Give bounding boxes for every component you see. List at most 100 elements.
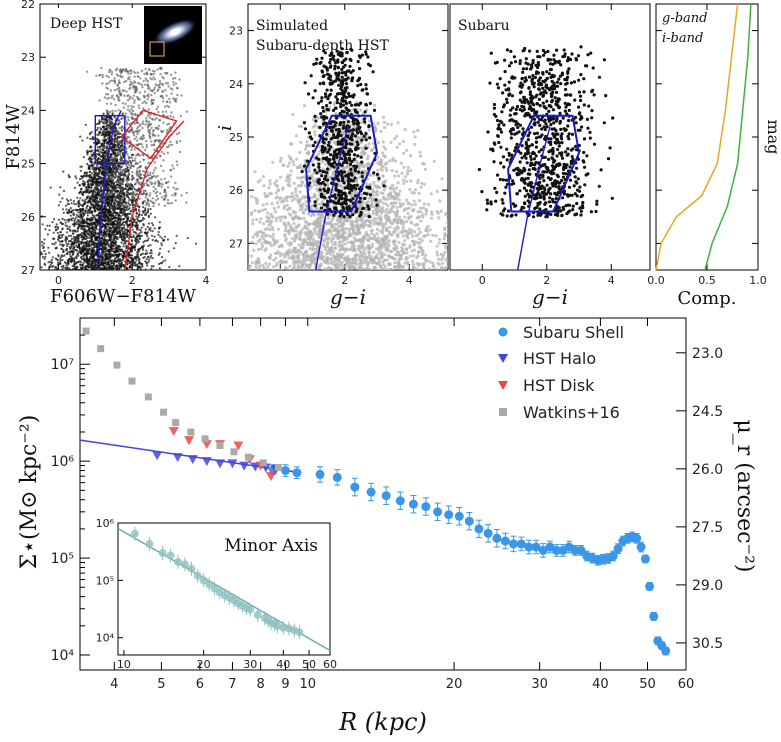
- rgb-star: [81, 278, 83, 280]
- rgb-star: [67, 199, 70, 203]
- rgb-star: [62, 274, 64, 276]
- rgb-star: [149, 243, 152, 247]
- rgb-star: [113, 228, 116, 232]
- rgb-star: [140, 234, 143, 237]
- rgb-star: [95, 214, 98, 217]
- rgb-star: [81, 222, 84, 225]
- y-tick-label: 22: [21, 0, 35, 11]
- rgb-star: [116, 275, 118, 277]
- rgb-star: [129, 249, 132, 252]
- rgb-star: [97, 269, 101, 270]
- rgb-star: [67, 277, 69, 279]
- rgb-star: [136, 256, 139, 259]
- rgb-star: [69, 207, 72, 210]
- rgb-star: [122, 257, 125, 260]
- rgb-star: [69, 272, 71, 274]
- red-clump-star: [158, 79, 162, 83]
- rgb-star: [51, 278, 53, 280]
- rgb-star: [126, 276, 128, 278]
- rgb-star: [90, 272, 92, 274]
- red-clump-star: [150, 117, 154, 121]
- rgb-star: [62, 170, 65, 173]
- rgb-star: [131, 159, 134, 162]
- red-clump-star: [113, 138, 116, 142]
- rgb-star: [175, 234, 178, 237]
- rgb-star: [142, 279, 144, 281]
- rgb-star: [145, 249, 148, 252]
- rgb-star: [84, 123, 87, 126]
- red-clump-star: [145, 146, 148, 149]
- rgb-star: [78, 184, 81, 187]
- rgb-star: [61, 197, 64, 200]
- rgb-star: [86, 151, 89, 154]
- rgb-star: [109, 251, 112, 254]
- rgb-star: [79, 203, 82, 206]
- rgb-star: [113, 223, 116, 226]
- rgb-star: [79, 135, 82, 138]
- rgb-star: [151, 238, 154, 242]
- rgb-star: [85, 206, 88, 210]
- red-clump-star: [136, 169, 139, 172]
- rgb-star: [72, 276, 74, 278]
- rgb-star: [124, 275, 126, 277]
- rgb-star: [50, 258, 53, 261]
- red-clump-star: [143, 199, 146, 203]
- rgb-star: [105, 254, 108, 257]
- red-clump-star: [114, 110, 117, 113]
- rgb-star: [178, 265, 181, 268]
- rgb-star: [151, 278, 153, 280]
- rgb-star: [115, 279, 117, 281]
- rgb-star: [136, 279, 138, 281]
- rgb-star: [97, 212, 100, 215]
- red-clump-star: [158, 86, 161, 89]
- red-clump-star: [144, 148, 147, 152]
- rgb-star: [123, 228, 127, 231]
- red-clump-star: [123, 94, 126, 97]
- rgb-star: [97, 141, 100, 144]
- rgb-star: [96, 133, 99, 136]
- rgb-star: [84, 273, 86, 275]
- rgb-star: [116, 143, 119, 146]
- rgb-star: [115, 264, 118, 267]
- rgb-star: [98, 171, 101, 174]
- rgb-star: [36, 279, 38, 281]
- rgb-star: [110, 261, 113, 264]
- rgb-star: [105, 125, 108, 128]
- rgb-star: [78, 243, 81, 246]
- rgb-star: [71, 249, 74, 252]
- red-clump-star: [156, 68, 159, 71]
- red-clump-star: [118, 196, 121, 199]
- rgb-star: [96, 157, 99, 160]
- rgb-star: [123, 195, 126, 198]
- rgb-star: [104, 117, 107, 121]
- rgb-star: [83, 275, 85, 277]
- red-clump-star: [117, 122, 121, 126]
- red-clump-star: [163, 177, 166, 180]
- rgb-star: [122, 217, 125, 220]
- rgb-star: [131, 243, 134, 246]
- rgb-star: [86, 180, 89, 183]
- rgb-star: [67, 259, 70, 262]
- rgb-star: [93, 170, 96, 173]
- rgb-star: [174, 268, 177, 270]
- red-clump-star: [128, 78, 131, 81]
- rgb-star: [85, 230, 88, 233]
- rgb-star: [150, 267, 153, 270]
- red-clump-star: [162, 152, 166, 155]
- rgb-star: [88, 276, 90, 278]
- rgb-star: [53, 237, 56, 241]
- rgb-star: [106, 116, 109, 119]
- rgb-star: [61, 228, 64, 231]
- rgb-star: [137, 208, 140, 211]
- rgb-star: [113, 271, 115, 273]
- rgb-star: [108, 253, 111, 256]
- red-clump-star: [124, 112, 127, 115]
- rgb-star: [116, 137, 119, 140]
- rgb-star: [152, 224, 155, 227]
- rgb-star: [90, 277, 92, 279]
- rgb-star: [78, 191, 81, 194]
- rgb-star: [85, 186, 88, 189]
- rgb-star: [88, 262, 91, 265]
- rgb-star: [108, 259, 111, 262]
- rgb-star: [101, 245, 104, 248]
